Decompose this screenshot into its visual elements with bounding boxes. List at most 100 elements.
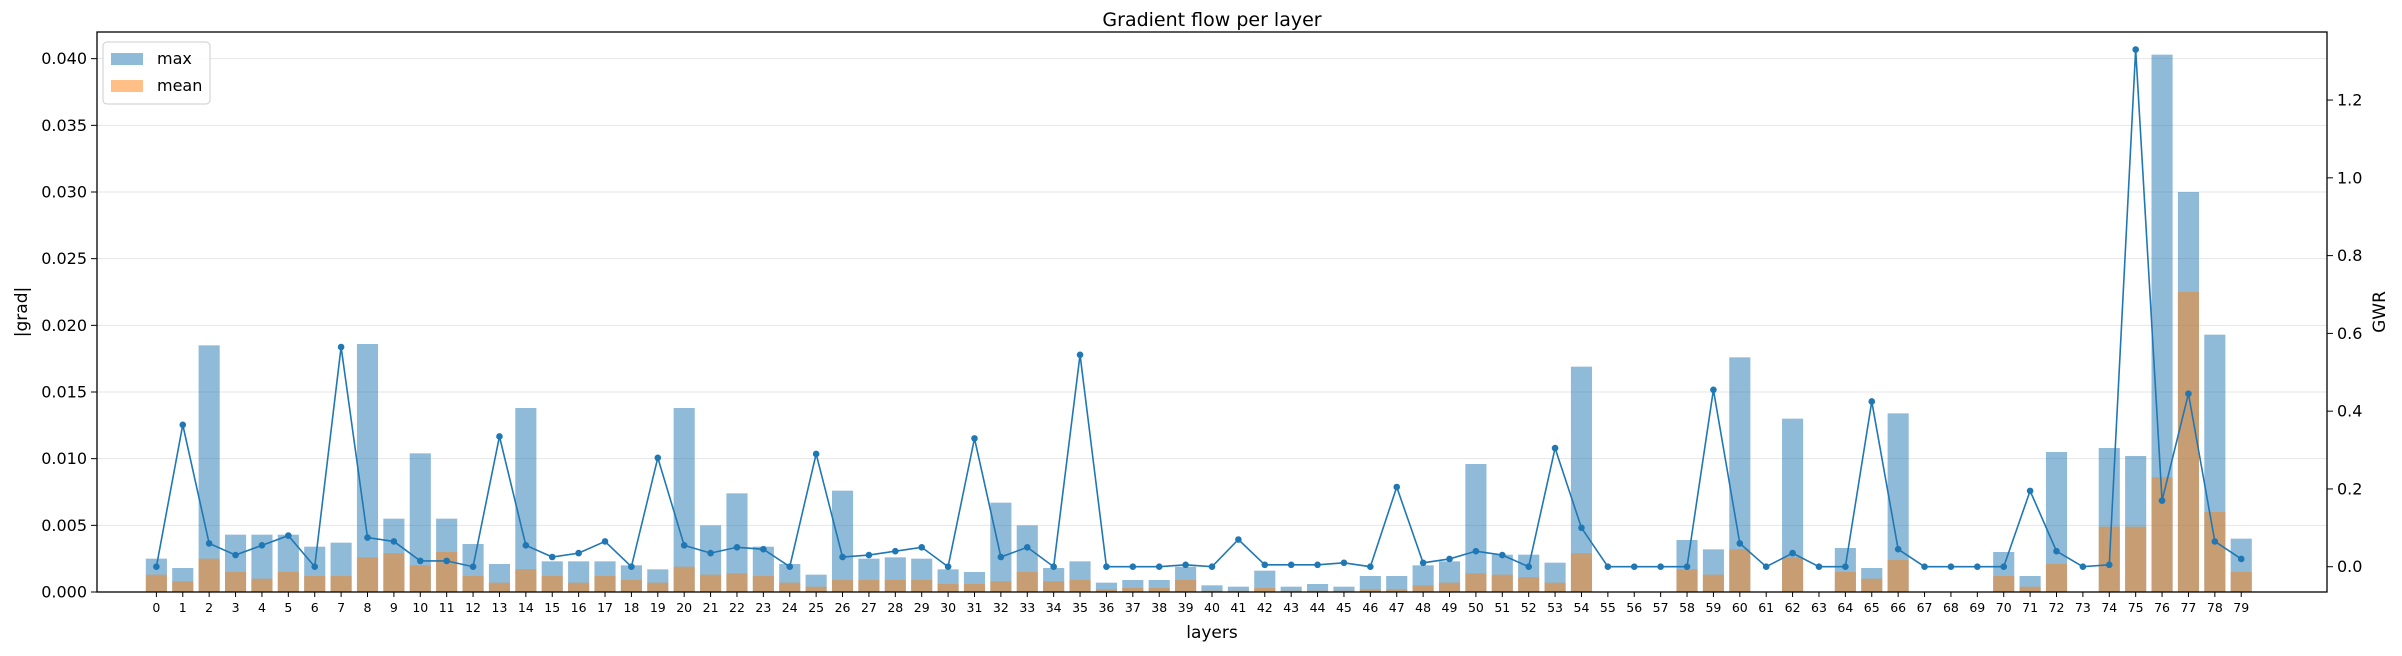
gwr-line-series [153,46,2245,571]
bar-mean-layer-23 [752,576,774,592]
gwr-point-layer-39 [1182,561,1189,569]
bar-mean-layer-34 [1043,581,1065,592]
bar-mean-layer-17 [594,576,616,592]
x-tick-label: 60 [1732,600,1748,615]
gwr-point-layer-76 [2158,497,2166,504]
bar-mean-layer-3 [224,572,247,592]
bar-mean-layer-52 [1518,577,1540,592]
gwr-point-layer-46 [1367,563,1374,571]
gwr-point-layer-75 [2132,46,2139,53]
bar-mean-layer-38 [1148,588,1170,592]
bar-mean-layer-54 [1570,553,1593,592]
bar-mean-layer-41 [1227,590,1249,592]
x-tick-label: 50 [1468,600,1484,615]
bar-max-layer-32 [990,502,1012,592]
gwr-point-layer-38 [1155,563,1163,571]
x-tick-label: 56 [1626,600,1642,615]
bar-mean-layer-20 [673,566,695,592]
gwr-point-layer-43 [1287,561,1295,569]
gwr-point-layer-20 [680,542,688,549]
x-tick-label: 8 [364,600,372,615]
legend-label-max: max [157,49,192,68]
y2-axis-label: GWR [2370,291,2390,333]
bar-max-layer-43 [1280,586,1302,592]
bar-max-layer-8 [356,344,379,592]
x-tick-label: 68 [1943,600,1959,615]
bar-mean-layer-26 [831,580,854,592]
gwr-point-layer-33 [1023,543,1031,551]
x-tick-label: 24 [782,600,798,615]
bar-mean-layer-51 [1491,574,1513,592]
gwr-point-layer-2 [205,540,213,547]
x-tick-label: 22 [729,600,745,615]
gwr-point-layer-79 [2237,555,2245,563]
x-tick-label: 17 [597,600,613,615]
x-tick-label: 61 [1758,600,1774,615]
gwr-point-layer-68 [1947,563,1955,571]
x-tick-label: 26 [835,600,851,615]
x-tick-label: 74 [2101,600,2117,615]
left-tick-label: 0.015 [41,383,87,402]
bar-mean-layer-8 [356,557,379,592]
bar-mean-layer-32 [990,581,1012,592]
bar-mean-layer-29 [911,580,933,592]
bar-mean-layer-19 [647,582,669,592]
x-tick-label: 27 [861,600,877,615]
x-tick-label: 36 [1098,600,1114,615]
x-tick-label: 34 [1046,600,1062,615]
bar-max-layer-2 [198,345,220,592]
gwr-point-layer-62 [1789,549,1796,557]
bar-max-layer-76 [2151,54,2173,592]
bar-mean-layer-31 [963,584,986,592]
gwr-point-layer-15 [548,553,556,561]
gwr-point-layer-67 [1921,563,1928,571]
bar-mean-layer-60 [1729,549,1751,592]
x-tick-label: 71 [2022,600,2038,615]
bar-max-layer-44 [1307,584,1329,592]
bar-mean-layer-58 [1676,569,1698,592]
legend-swatch-max [111,53,143,65]
x-tick-label: 43 [1283,600,1299,615]
x-tick-label: 69 [1969,600,1985,615]
left-tick-label: 0.000 [41,583,87,602]
gwr-point-layer-69 [1974,563,1981,571]
x-tick-label: 78 [2207,600,2223,615]
x-tick-label: 59 [1705,600,1721,615]
gwr-point-layer-41 [1235,536,1242,543]
bar-mean-layer-48 [1412,585,1434,592]
gwr-point-layer-9 [390,538,398,545]
gwr-point-layer-71 [2026,487,2034,495]
gwr-point-layer-7 [337,343,345,351]
bar-mean-layer-33 [1016,572,1038,592]
gwr-point-layer-1 [179,421,187,429]
gwr-point-layer-36 [1103,563,1110,571]
x-tick-label: 58 [1679,600,1695,615]
bar-mean-layer-14 [515,569,537,592]
bar-max-layer-40 [1201,585,1223,592]
legend-label-mean: mean [157,76,202,95]
bar-mean-layer-78 [2204,512,2226,592]
gwr-point-layer-22 [733,543,741,551]
x-tick-label: 45 [1336,600,1352,615]
bar-max-layer-72 [2045,452,2068,592]
gwr-point-layer-60 [1736,540,1744,547]
bar-mean-layer-59 [1702,574,1724,592]
x-axis-label: layers [1186,623,1238,643]
gwr-point-layer-32 [997,553,1005,561]
x-tick-label: 51 [1494,600,1510,615]
gwr-point-layer-23 [760,545,767,553]
bar-mean-layer-16 [568,582,590,592]
left-tick-label: 0.040 [41,49,87,68]
x-tick-label: 37 [1125,600,1141,615]
gwr-point-layer-19 [654,454,662,462]
bar-mean-layer-62 [1782,557,1804,592]
gwr-point-layer-10 [416,557,424,565]
gwr-point-layer-47 [1393,483,1401,491]
bar-mean-layer-27 [858,580,880,592]
gwr-point-layer-66 [1894,545,1902,553]
x-tick-label: 16 [571,600,587,615]
bar-max-layer-36 [1095,582,1117,592]
gwr-point-layer-64 [1842,563,1849,571]
gwr-line-path [155,49,2242,569]
x-tick-label: 67 [1917,600,1933,615]
